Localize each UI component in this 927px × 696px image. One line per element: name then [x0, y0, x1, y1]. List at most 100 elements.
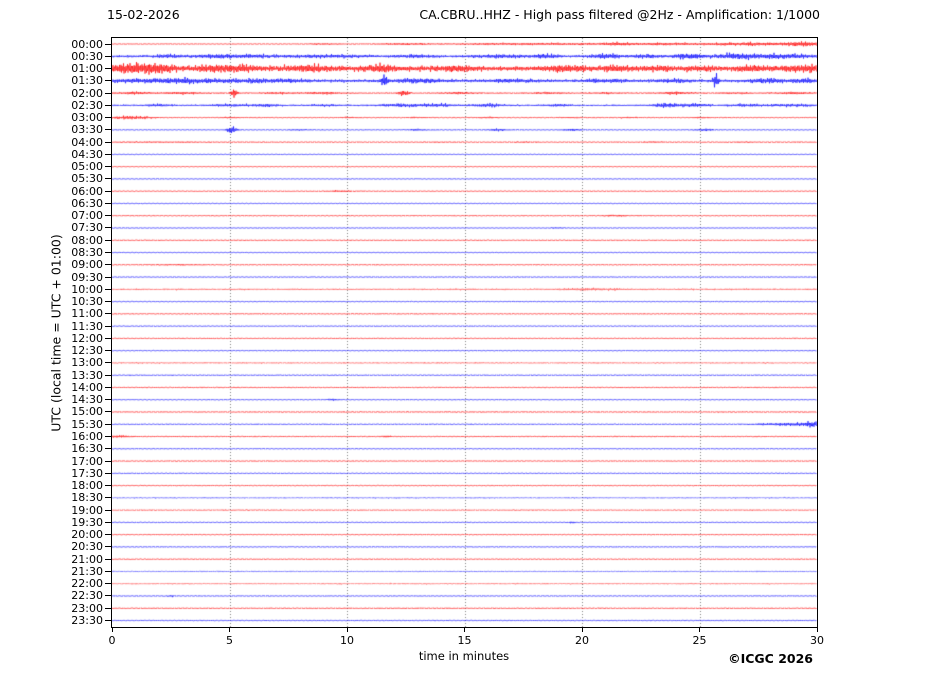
- y-tick-label: 15:00: [71, 405, 103, 419]
- y-tick-label: 19:00: [71, 503, 103, 517]
- x-tick: [111, 628, 113, 632]
- y-tick-label: 22:30: [71, 589, 103, 603]
- y-tick: [105, 595, 111, 597]
- y-tick-label: 04:00: [71, 135, 103, 149]
- y-tick-label: 11:00: [71, 307, 103, 321]
- y-tick: [105, 436, 111, 437]
- y-tick: [105, 239, 111, 241]
- y-tick: [105, 448, 111, 450]
- y-tick-label: 22:00: [71, 577, 103, 591]
- y-tick: [105, 497, 111, 499]
- y-tick: [105, 190, 111, 192]
- y-tick: [105, 202, 111, 204]
- y-tick: [105, 178, 111, 180]
- x-tick: [229, 628, 230, 632]
- y-tick: [105, 104, 111, 106]
- y-tick: [105, 386, 111, 388]
- y-tick: [105, 80, 111, 82]
- y-tick: [105, 129, 111, 131]
- y-tick-label: 23:30: [71, 614, 103, 627]
- y-tick: [105, 55, 111, 57]
- y-tick-label: 21:00: [71, 552, 103, 566]
- y-tick-label: 17:00: [71, 454, 103, 468]
- y-tick-label: 13:00: [71, 356, 103, 370]
- x-tick-label: 25: [692, 634, 707, 647]
- y-tick: [105, 288, 111, 290]
- y-tick: [105, 570, 111, 572]
- y-tick-label: 09:00: [71, 258, 103, 272]
- plot-title: CA.CBRU..HHZ - High pass filtered @2Hz -…: [419, 7, 820, 22]
- y-tick: [105, 607, 111, 609]
- x-tick-label: 5: [226, 634, 233, 647]
- x-axis-label: time in minutes: [418, 649, 510, 663]
- y-tick-label: 09:30: [71, 270, 103, 284]
- y-tick-label: 12:30: [71, 344, 103, 358]
- y-tick: [105, 252, 111, 254]
- y-tick: [105, 264, 111, 266]
- y-tick: [105, 166, 111, 168]
- x-tick: [346, 628, 348, 632]
- y-tick: [105, 92, 111, 94]
- y-tick: [105, 485, 111, 487]
- y-tick-label: 07:30: [71, 221, 103, 235]
- y-tick: [105, 337, 111, 339]
- y-tick-label: 05:30: [71, 172, 103, 186]
- y-tick-label: 20:30: [71, 540, 103, 554]
- y-tick-label: 18:00: [71, 479, 103, 493]
- y-tick: [105, 472, 111, 474]
- y-tick-label: 10:00: [71, 282, 103, 296]
- y-tick-label: 05:00: [71, 160, 103, 174]
- y-tick: [105, 141, 111, 143]
- y-tick-label: 11:30: [71, 319, 103, 333]
- x-tick: [699, 628, 700, 632]
- y-tick-label: 14:00: [71, 380, 103, 394]
- y-tick-label: 04:30: [71, 147, 103, 161]
- x-tick: [816, 628, 818, 632]
- y-tick-label: 00:00: [71, 37, 103, 51]
- y-tick: [105, 362, 111, 364]
- y-tick: [105, 68, 111, 70]
- y-tick-label: 02:30: [71, 98, 103, 112]
- y-tick: [105, 153, 111, 155]
- y-tick-label: 15:30: [71, 417, 103, 431]
- y-tick: [105, 558, 111, 560]
- y-tick: [105, 620, 111, 621]
- x-tick-label: 20: [575, 634, 589, 647]
- y-tick: [105, 325, 111, 327]
- y-tick-label: 03:30: [71, 123, 103, 137]
- y-tick-label: 23:00: [71, 601, 103, 615]
- y-tick: [105, 313, 111, 315]
- y-tick: [105, 276, 111, 278]
- y-tick-label: 16:30: [71, 442, 103, 456]
- y-tick: [105, 374, 111, 376]
- y-tick-label: 06:30: [71, 196, 103, 210]
- y-tick-label: 08:30: [71, 246, 103, 260]
- y-tick-label: 00:30: [71, 49, 103, 63]
- y-tick: [105, 509, 111, 511]
- y-tick: [105, 583, 111, 585]
- y-tick: [105, 117, 111, 119]
- y-tick-label: 21:30: [71, 564, 103, 578]
- x-tick: [581, 628, 583, 632]
- y-tick: [105, 423, 111, 425]
- y-tick-label: 02:00: [71, 86, 103, 100]
- y-tick: [105, 227, 111, 229]
- y-tick: [105, 546, 111, 548]
- y-tick-label: 08:00: [71, 233, 103, 247]
- y-tick: [105, 534, 111, 536]
- y-tick: [105, 521, 111, 523]
- y-tick: [105, 350, 111, 352]
- y-tick-label: 01:30: [71, 74, 103, 88]
- y-tick: [105, 215, 111, 217]
- y-tick: [105, 460, 111, 462]
- y-tick: [105, 411, 111, 413]
- y-tick-label: 10:30: [71, 295, 103, 309]
- y-tick-label: 18:30: [71, 491, 103, 505]
- y-tick-label: 12:00: [71, 331, 103, 345]
- x-tick: [464, 628, 465, 632]
- y-tick-label: 16:00: [71, 430, 103, 443]
- x-tick-label: 30: [810, 634, 824, 647]
- x-tick-label: 0: [108, 634, 116, 647]
- y-tick-label: 06:00: [71, 184, 103, 198]
- y-tick-label: 01:00: [71, 62, 103, 76]
